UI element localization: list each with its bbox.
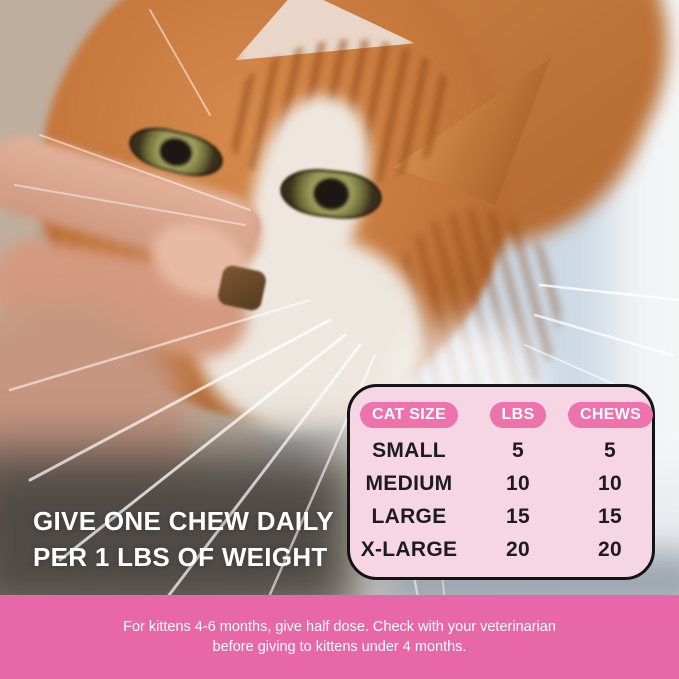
table-row-small: SMALL 5 5 — [350, 434, 652, 467]
footer-disclaimer: For kittens 4-6 months, give half dose. … — [0, 595, 679, 679]
cell-lbs-large: 15 — [506, 505, 530, 529]
dosage-table-header: CAT SIZE LBS CHEWS — [350, 400, 654, 430]
cell-size-large: LARGE — [371, 505, 447, 529]
table-row-xlarge: X-LARGE 20 20 — [350, 534, 652, 567]
headline-line-1: GIVE ONE CHEW DAILY — [33, 506, 334, 536]
cell-chews-large: 15 — [598, 505, 622, 529]
header-pill-chews: CHEWS — [568, 402, 654, 428]
cell-size-small: SMALL — [372, 438, 446, 462]
cell-chews-small: 5 — [604, 438, 616, 462]
header-cell-chews: CHEWS — [568, 402, 654, 428]
header-pill-cat-size: CAT SIZE — [359, 402, 459, 428]
table-row-medium: MEDIUM 10 10 — [350, 467, 652, 500]
header-cell-lbs: LBS — [468, 402, 568, 428]
dosage-table: CAT SIZE LBS CHEWS SMALL 5 5 MEDIUM 10 1… — [347, 384, 655, 580]
footer-line-1: For kittens 4-6 months, give half dose. … — [123, 619, 556, 635]
footer-line-2: before giving to kittens under 4 months. — [212, 639, 467, 655]
headline: GIVE ONE CHEW DAILY PER 1 LBS OF WEIGHT — [33, 503, 334, 575]
header-pill-lbs: LBS — [489, 402, 547, 428]
cell-chews-medium: 10 — [598, 471, 622, 495]
cat-pupil-left — [157, 135, 195, 169]
cell-lbs-medium: 10 — [506, 471, 530, 495]
table-row-large: LARGE 15 15 — [350, 501, 652, 534]
cat-pupil-right — [312, 176, 350, 212]
cell-size-medium: MEDIUM — [365, 471, 453, 495]
header-cell-cat-size: CAT SIZE — [350, 402, 468, 428]
headline-line-2: PER 1 LBS OF WEIGHT — [33, 542, 328, 572]
cell-size-xlarge: X-LARGE — [360, 538, 458, 562]
cell-lbs-xlarge: 20 — [506, 538, 530, 562]
cell-chews-xlarge: 20 — [598, 538, 622, 562]
cell-lbs-small: 5 — [512, 438, 524, 462]
